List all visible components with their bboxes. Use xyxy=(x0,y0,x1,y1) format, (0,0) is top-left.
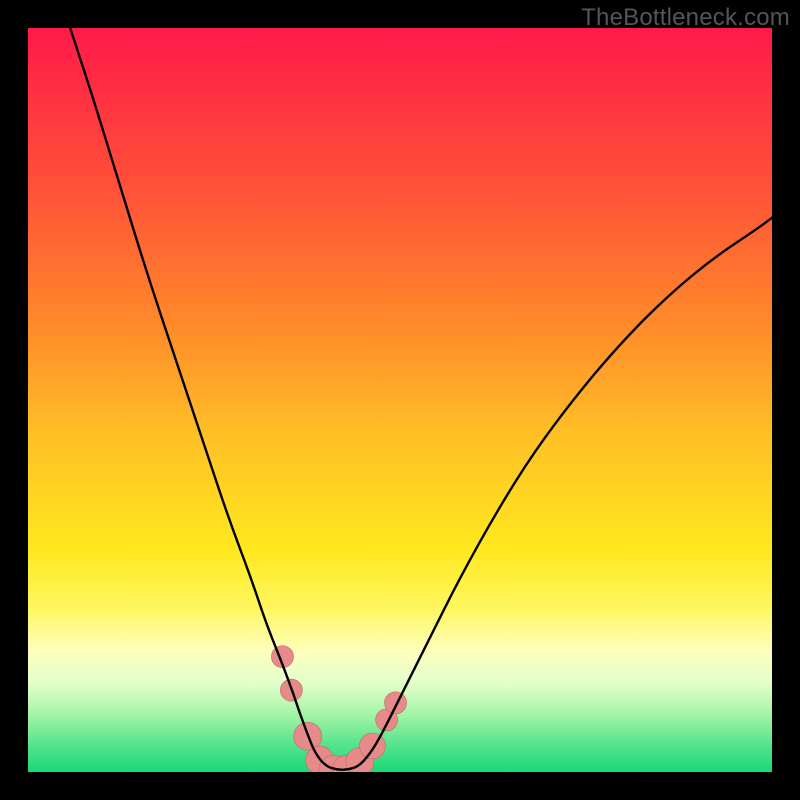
watermark-text: TheBottleneck.com xyxy=(581,4,790,32)
plot-background-gradient xyxy=(28,28,772,772)
marker-point xyxy=(385,692,407,714)
bottleneck-v-chart xyxy=(0,0,800,800)
marker-point xyxy=(359,733,385,759)
chart-frame: TheBottleneck.com xyxy=(0,0,800,800)
